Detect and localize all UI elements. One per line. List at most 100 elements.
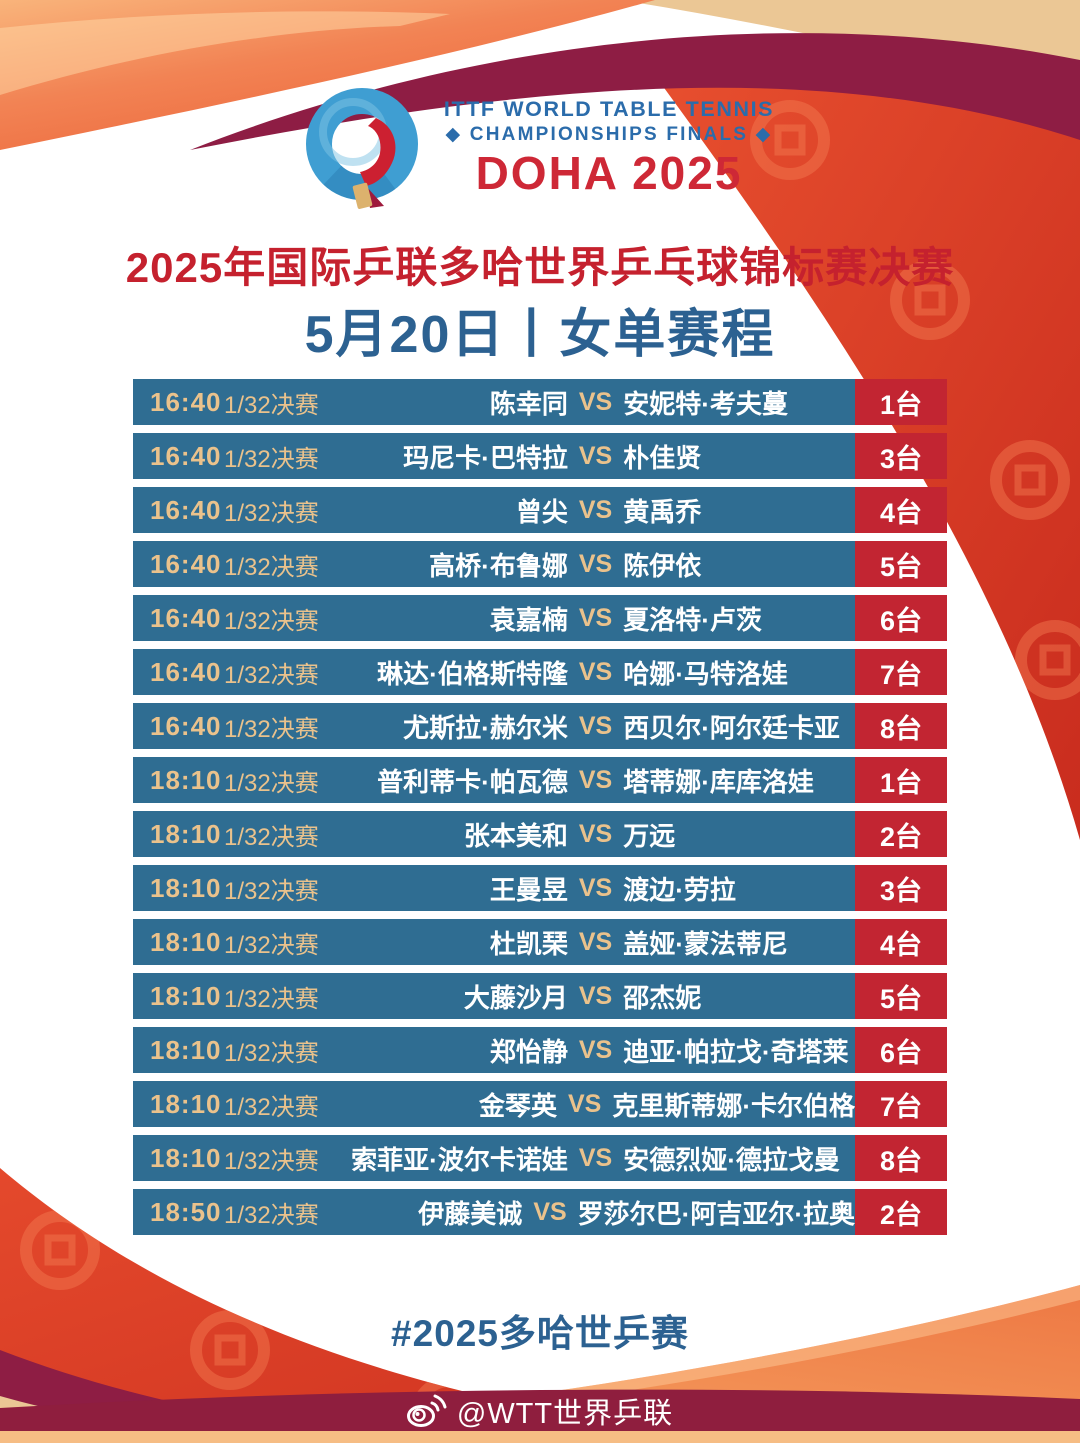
table-badge: 7台	[855, 1081, 947, 1127]
player2-name: 黄禹乔	[623, 496, 702, 527]
match-round: 1/32决赛	[224, 1039, 319, 1067]
match-round: 1/32决赛	[224, 769, 319, 797]
match-round: 1/32决赛	[224, 715, 319, 743]
vs-label: VS	[578, 495, 613, 524]
logo-line1: ITTF WORLD TABLE TENNIS	[443, 96, 775, 121]
match-time: 18:10	[150, 872, 222, 903]
player1-name: 索菲亚·波尔卡诺娃	[351, 1144, 568, 1175]
match-time: 18:10	[150, 1088, 222, 1119]
match-round: 1/32决赛	[224, 877, 319, 905]
player1-name: 大藤沙月	[463, 982, 568, 1013]
page-title: 2025年国际乒联多哈世界乒乓球锦标赛决赛	[125, 244, 955, 291]
credit-handle: @WTT世界乒联	[456, 1398, 674, 1430]
player2-name: 迪亚·帕拉戈·奇塔莱	[623, 1036, 849, 1067]
player2-name: 陈伊依	[623, 550, 702, 581]
player1-name: 琳达·伯格斯特隆	[377, 658, 568, 689]
player1-name: 尤斯拉·赫尔米	[403, 712, 568, 743]
match-round: 1/32决赛	[224, 823, 319, 851]
table-badge: 1台	[855, 379, 947, 425]
match-time: 18:10	[150, 1142, 222, 1173]
match-time: 18:10	[150, 980, 222, 1011]
vs-label: VS	[578, 657, 613, 686]
vs-label: VS	[578, 765, 613, 794]
match-time: 18:10	[150, 764, 222, 795]
player1-name: 张本美和	[463, 820, 568, 851]
vs-label: VS	[578, 927, 613, 956]
player2-name: 夏洛特·卢茨	[623, 604, 762, 635]
player2-name: 渡边·劳拉	[623, 874, 736, 905]
match-schedule: 16:40 1/32决赛 陈幸同 VS 安妮特·考夫蔓 1台 16:40 1/3…	[133, 379, 947, 1235]
match-time: 16:40	[150, 386, 222, 417]
schedule-row: 18:10 1/32决赛 金琴英 VS 克里斯蒂娜·卡尔伯格 7台	[133, 1081, 947, 1127]
player2-name: 盖娅·蒙法蒂尼	[623, 928, 788, 959]
vs-label: VS	[578, 711, 613, 740]
page-subtitle: 5月20日丨女单赛程	[304, 306, 776, 364]
player1-name: 王曼昱	[489, 874, 568, 905]
table-badge: 1台	[855, 757, 947, 803]
schedule-row: 16:40 1/32决赛 曾尖 VS 黄禹乔 4台	[133, 487, 947, 533]
match-round: 1/32决赛	[224, 985, 319, 1013]
player2-name: 西贝尔·阿尔廷卡亚	[623, 712, 840, 743]
schedule-row: 18:10 1/32决赛 王曼昱 VS 渡边·劳拉 3台	[133, 865, 947, 911]
weibo-icon	[406, 1394, 447, 1427]
player1-name: 金琴英	[478, 1090, 557, 1121]
player2-name: 朴佳贤	[623, 442, 702, 473]
vs-label: VS	[578, 981, 613, 1010]
vs-label: VS	[567, 1089, 602, 1118]
match-round: 1/32决赛	[224, 607, 319, 635]
player1-name: 玛尼卡·巴特拉	[403, 442, 568, 473]
schedule-row: 18:10 1/32决赛 大藤沙月 VS 邵杰妮 5台	[133, 973, 947, 1019]
player2-name: 哈娜·马特洛娃	[623, 658, 788, 689]
match-round: 1/32决赛	[224, 445, 319, 473]
table-badge: 8台	[855, 1135, 947, 1181]
match-round: 1/32决赛	[224, 553, 319, 581]
vs-label: VS	[578, 819, 613, 848]
doha-q-logo-icon	[305, 88, 418, 209]
player1-name: 伊藤美诚	[418, 1198, 523, 1229]
table-badge: 3台	[855, 865, 947, 911]
match-time: 18:50	[150, 1196, 222, 1227]
match-time: 16:40	[150, 494, 222, 525]
schedule-row: 18:50 1/32决赛 伊藤美诚 VS 罗莎尔巴·阿吉亚尔·拉奥 2台	[133, 1189, 947, 1235]
player1-name: 陈幸同	[489, 388, 568, 419]
schedule-row: 16:40 1/32决赛 玛尼卡·巴特拉 VS 朴佳贤 3台	[133, 433, 947, 479]
vs-label: VS	[578, 441, 613, 470]
logo-line2: ◆ CHAMPIONSHIPS FINALS ◆	[445, 123, 773, 145]
match-round: 1/32决赛	[224, 931, 319, 959]
player1-name: 杜凯琹	[489, 928, 568, 959]
schedule-row: 18:10 1/32决赛 普利蒂卡·帕瓦德 VS 塔蒂娜·库库洛娃 1台	[133, 757, 947, 803]
table-badge: 5台	[855, 973, 947, 1019]
player2-name: 罗莎尔巴·阿吉亚尔·拉奥	[577, 1198, 855, 1229]
table-badge: 7台	[855, 649, 947, 695]
table-badge: 3台	[855, 433, 947, 479]
match-round: 1/32决赛	[224, 1201, 319, 1229]
table-badge: 2台	[855, 1189, 947, 1235]
schedule-row: 18:10 1/32决赛 张本美和 VS 万远 2台	[133, 811, 947, 857]
schedule-row: 16:40 1/32决赛 陈幸同 VS 安妮特·考夫蔓 1台	[133, 379, 947, 425]
match-time: 16:40	[150, 440, 222, 471]
match-time: 18:10	[150, 926, 222, 957]
match-time: 18:10	[150, 1034, 222, 1065]
player2-name: 邵杰妮	[623, 982, 702, 1013]
schedule-row: 16:40 1/32决赛 袁嘉楠 VS 夏洛特·卢茨 6台	[133, 595, 947, 641]
match-round: 1/32决赛	[224, 1093, 319, 1121]
table-badge: 6台	[855, 595, 947, 641]
credit-bar: @WTT世界乒联	[0, 1391, 1080, 1431]
table-badge: 4台	[855, 487, 947, 533]
table-badge: 4台	[855, 919, 947, 965]
match-round: 1/32决赛	[224, 391, 319, 419]
vs-label: VS	[578, 1143, 613, 1172]
player2-name: 安妮特·考夫蔓	[623, 388, 788, 419]
event-logo: ITTF WORLD TABLE TENNIS ◆ CHAMPIONSHIPS …	[0, 84, 1080, 212]
schedule-row: 16:40 1/32决赛 琳达·伯格斯特隆 VS 哈娜·马特洛娃 7台	[133, 649, 947, 695]
schedule-row: 16:40 1/32决赛 高桥·布鲁娜 VS 陈伊依 5台	[133, 541, 947, 587]
player2-name: 万远	[623, 820, 676, 851]
schedule-row: 18:10 1/32决赛 索菲亚·波尔卡诺娃 VS 安德烈娅·德拉戈曼 8台	[133, 1135, 947, 1181]
player1-name: 曾尖	[515, 496, 568, 527]
match-time: 16:40	[150, 548, 222, 579]
table-badge: 8台	[855, 703, 947, 749]
match-time: 16:40	[150, 656, 222, 687]
schedule-row: 16:40 1/32决赛 尤斯拉·赫尔米 VS 西贝尔·阿尔廷卡亚 8台	[133, 703, 947, 749]
match-time: 18:10	[150, 818, 222, 849]
player1-name: 袁嘉楠	[489, 604, 568, 635]
